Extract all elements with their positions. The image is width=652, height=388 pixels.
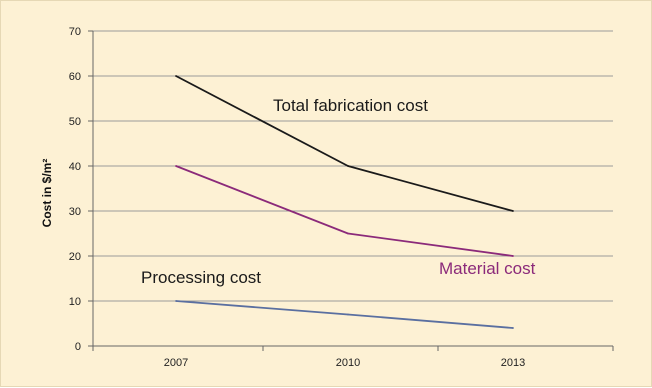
point-processing-cost-2010 — [347, 313, 349, 316]
y-tick-label-60: 60 — [69, 71, 81, 83]
y-tick-label-30: 30 — [69, 206, 81, 218]
series-annotations: Total fabrication cost Material cost Proce… — [141, 96, 536, 287]
axes — [88, 30, 614, 351]
y-tick-label-0: 0 — [75, 341, 81, 353]
y-axis-label: Cost in $/m² — [40, 159, 54, 228]
x-tick-labels: 2007 2010 2013 — [164, 357, 525, 369]
y-tick-label-40: 40 — [69, 161, 81, 173]
point-material-cost-2007 — [175, 165, 177, 167]
y-tick-label-50: 50 — [69, 116, 81, 128]
grid-lines — [93, 30, 613, 302]
point-processing-cost-2007 — [175, 300, 177, 302]
x-tick-label-2013: 2013 — [501, 357, 525, 369]
point-material-cost-2010 — [347, 232, 349, 235]
series-lines — [175, 75, 514, 329]
y-tick-label-10: 10 — [69, 296, 81, 308]
y-tick-label-20: 20 — [69, 251, 81, 263]
annotation-processing-cost: Processing cost — [141, 268, 261, 287]
point-total-fabrication-cost-2013 — [512, 210, 514, 212]
series-line-processing-cost — [175, 300, 514, 329]
annotation-material-cost: Material cost — [439, 259, 536, 278]
y-tick-labels: 0 10 20 30 40 50 60 70 — [69, 26, 81, 353]
point-total-fabrication-cost-2007 — [175, 75, 177, 77]
x-tick-label-2007: 2007 — [164, 357, 188, 369]
point-material-cost-2013 — [512, 255, 514, 257]
annotation-total-fabrication-cost: Total fabrication cost — [273, 96, 428, 115]
point-total-fabrication-cost-2010 — [347, 165, 349, 167]
x-tick-label-2010: 2010 — [336, 357, 360, 369]
point-processing-cost-2013 — [512, 327, 514, 329]
y-tick-label-70: 70 — [69, 26, 81, 38]
